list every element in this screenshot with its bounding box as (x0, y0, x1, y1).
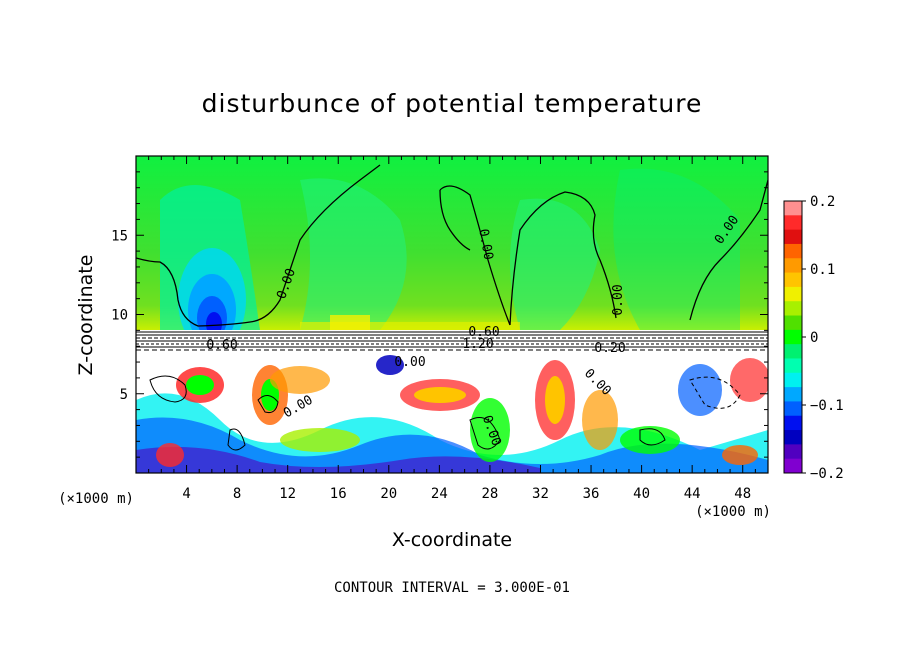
x-tick-label: 24 (431, 486, 448, 502)
x-tick-label: 40 (633, 486, 650, 502)
x-tick-label: 32 (532, 486, 549, 502)
upper-yellow-strip (300, 322, 520, 332)
colorbar-swatch (784, 358, 802, 374)
x-tick-label: 44 (684, 486, 701, 502)
colorbar-swatch (784, 272, 802, 288)
y-tick-label: 10 (111, 308, 128, 324)
y-tick-label: 15 (111, 228, 128, 244)
colorbar-tick-label: −0.2 (810, 466, 844, 482)
x-axis-label: X-coordinate (392, 529, 512, 551)
colorbar-swatch (784, 401, 802, 417)
plot-area (136, 156, 768, 473)
colorbar-swatch (784, 215, 802, 231)
x-axis-ticks: 4 8 12 16 20 24 28 32 36 40 44 48 (148, 156, 756, 502)
colorbar-swatch (784, 415, 802, 431)
colorbar: 0.2 0.1 0 −0.1 −0.2 (783, 194, 844, 482)
upper-cyan-patch (510, 198, 600, 330)
colorbar-swatch (784, 458, 802, 474)
colorbar-tick-label: 0.2 (810, 194, 835, 210)
y-tick-label: 5 (120, 387, 128, 403)
colorbar-swatch (784, 430, 802, 445)
upper-cyan-patch (613, 168, 740, 330)
colorbar-swatch (784, 444, 802, 460)
x-tick-label: 16 (330, 486, 347, 502)
colorbar-swatch (784, 286, 802, 302)
x-tick-label: 36 (583, 486, 600, 502)
contour-label: 0.60 (468, 325, 499, 340)
inversion-contours (136, 331, 768, 351)
x-tick-label: 12 (279, 486, 296, 502)
colorbar-swatch (784, 229, 802, 245)
upper-cyan-patch (300, 178, 407, 330)
colorbar-swatch (784, 387, 802, 402)
contour-label: 0.00 (611, 284, 626, 315)
upper-contours (136, 164, 768, 327)
contour-label: 0.60 (206, 338, 237, 353)
contour-label: 1.20 (462, 337, 493, 352)
contour-label: 0.20 (594, 341, 625, 356)
lower-contours (149, 375, 741, 451)
x-tick-label: 48 (734, 486, 751, 502)
contour-label: 0.00 (475, 228, 495, 261)
colorbar-tick-label: −0.1 (810, 398, 844, 414)
colorbar-swatch (784, 329, 802, 345)
colorbar-tick-label: 0 (810, 330, 818, 346)
colorbar-swatch (784, 258, 802, 274)
upper-yellow-strip (330, 315, 370, 332)
colorbar-swatch (784, 201, 802, 216)
contour-label: 0.00 (394, 355, 425, 370)
y-axis-label: Z-coordinate (75, 255, 97, 376)
colorbar-swatch (784, 315, 802, 331)
x-unit-label-left: (×1000 m) (58, 491, 134, 507)
x-tick-label: 28 (481, 486, 498, 502)
chart-title: disturbunce of potential temperature (202, 89, 703, 118)
contour-interval-note: CONTOUR INTERVAL = 3.000E-01 (334, 580, 570, 596)
colorbar-swatch (784, 344, 802, 359)
colorbar-swatch (784, 372, 802, 388)
colorbar-swatch (784, 301, 802, 317)
x-tick-label: 4 (182, 486, 190, 502)
colorbar-swatch (784, 243, 802, 259)
colorbar-tick-label: 0.1 (810, 262, 835, 278)
x-tick-label: 20 (380, 486, 397, 502)
x-unit-label-right: (×1000 m) (695, 504, 771, 520)
x-tick-label: 8 (233, 486, 241, 502)
y-axis-ticks: 5 10 15 (111, 171, 768, 458)
